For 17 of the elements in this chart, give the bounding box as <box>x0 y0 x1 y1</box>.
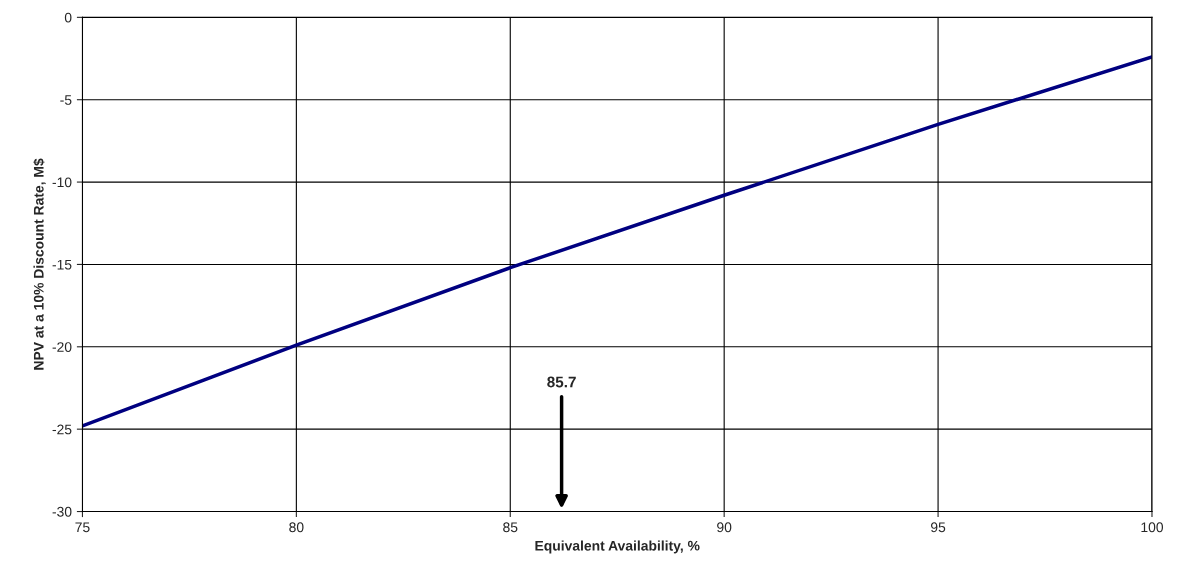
x-tick-label: 95 <box>931 522 946 533</box>
x-axis-title: Equivalent Availability, % <box>535 540 700 554</box>
y-tick-label: -30 <box>52 506 72 517</box>
y-tick-label: 0 <box>64 12 72 23</box>
x-tick-label: 100 <box>1141 522 1164 533</box>
x-tick-label: 85 <box>503 522 518 533</box>
line-series <box>82 55 1152 428</box>
y-tick-label: -20 <box>52 342 72 352</box>
y-axis-title: NPV at a 10% Discount Rate, M$ <box>33 158 46 370</box>
x-tick-label: 80 <box>289 522 304 533</box>
x-tick-label: 90 <box>717 522 732 533</box>
x-tick-label: 75 <box>75 522 90 533</box>
y-tick-label: -25 <box>52 424 72 435</box>
y-tick-label: -10 <box>52 177 72 188</box>
annotation: 85.7 <box>547 376 576 388</box>
y-tick-label: -15 <box>52 259 72 270</box>
y-tick-label: -5 <box>60 95 72 105</box>
